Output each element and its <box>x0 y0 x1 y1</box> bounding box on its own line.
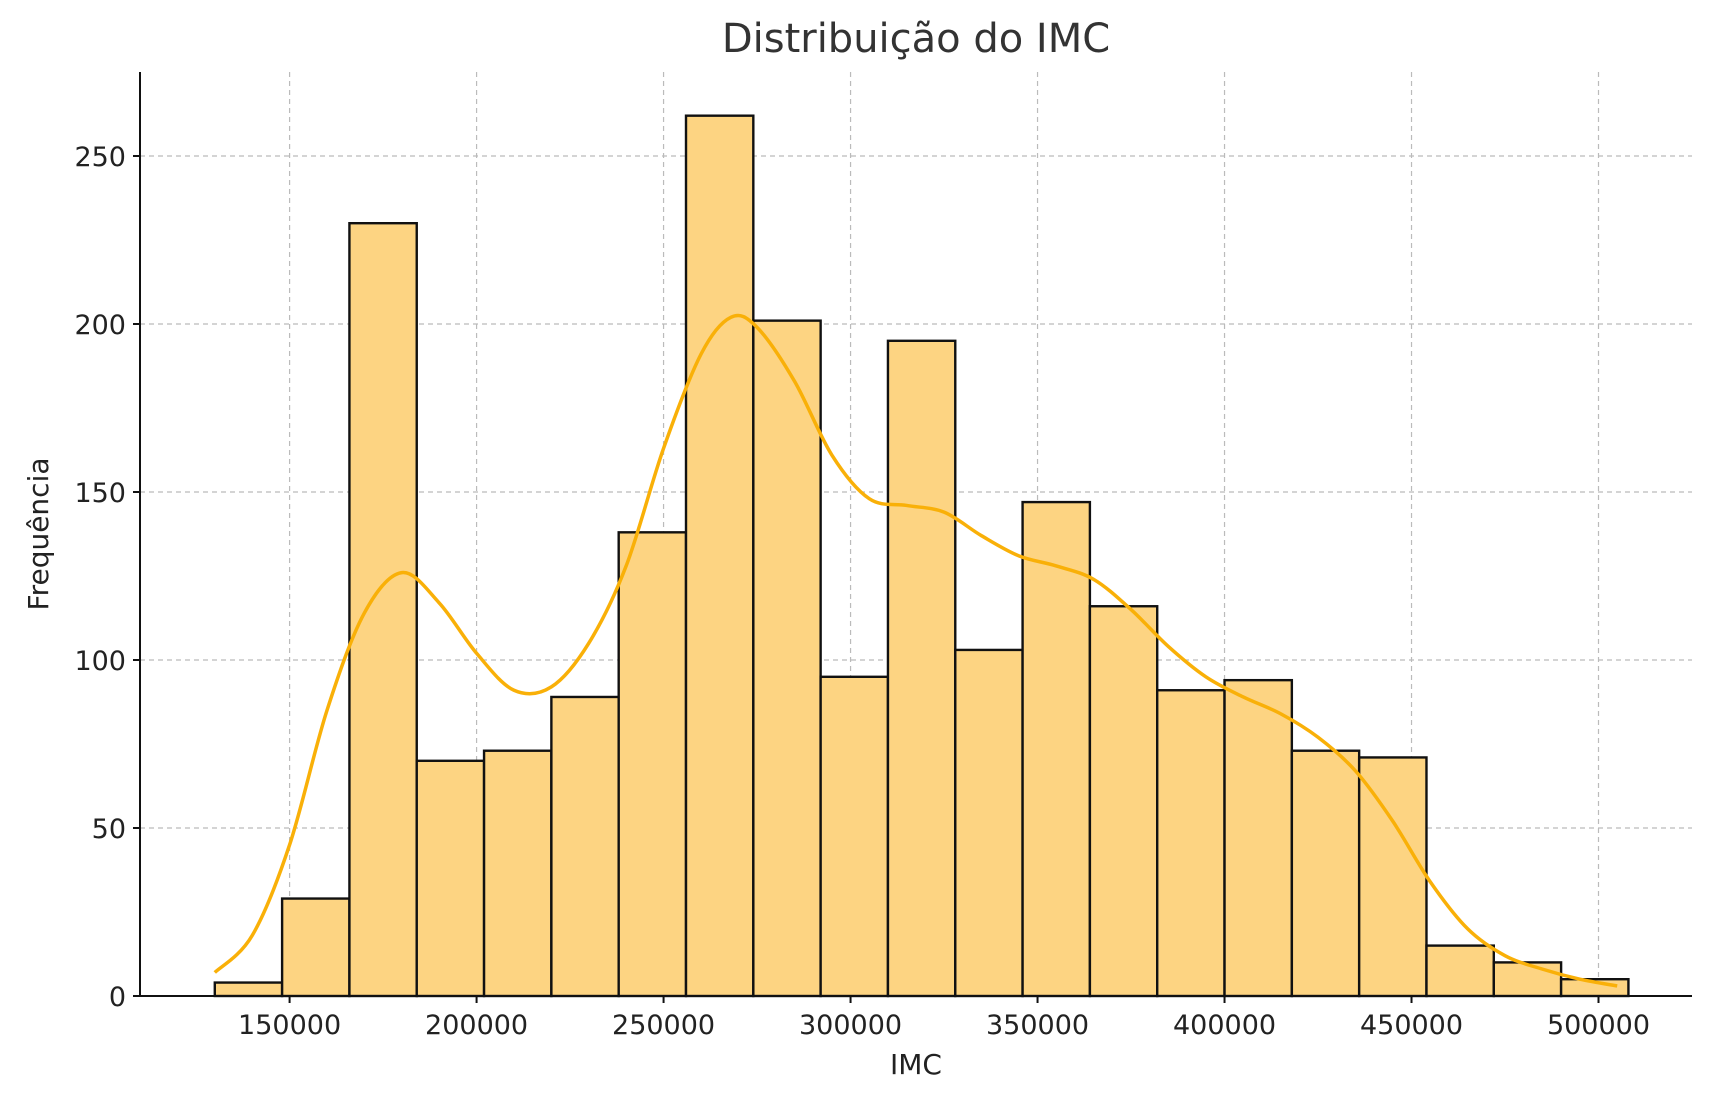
histogram-bar <box>617 531 688 998</box>
histogram-bar <box>1290 749 1361 998</box>
y-tick-label: 200 <box>74 310 126 341</box>
histogram-bar <box>550 695 620 998</box>
histogram-bar <box>819 675 890 998</box>
histogram-bar <box>348 221 418 998</box>
histogram-bar <box>482 749 553 998</box>
y-tick-label: 100 <box>74 646 126 677</box>
x-axis-title: IMC <box>890 1048 942 1081</box>
kde-curve-layer <box>213 313 1618 988</box>
histogram-bar <box>684 114 755 998</box>
histogram-bar <box>1088 605 1159 998</box>
x-tick-label: 150000 <box>238 1010 341 1041</box>
y-ticks: 0 50 100 150 200 250 <box>74 142 140 1013</box>
y-tick-label: 250 <box>74 142 126 173</box>
histogram-bar <box>954 648 1024 998</box>
histogram-bar <box>1021 500 1092 998</box>
histogram-bars <box>213 114 1630 998</box>
x-tick-label: 400000 <box>1173 1010 1276 1041</box>
histogram-bar <box>213 981 284 998</box>
histogram-bar <box>1492 961 1563 998</box>
histogram-bar <box>1156 689 1226 998</box>
x-tick-label: 450000 <box>1360 1010 1463 1041</box>
chart-title: Distribuição do IMC <box>722 16 1110 62</box>
x-tick-label: 200000 <box>425 1010 528 1041</box>
y-tick-label: 150 <box>74 478 126 509</box>
x-tick-label: 350000 <box>986 1010 1089 1041</box>
x-tick-label: 500000 <box>1547 1010 1650 1041</box>
x-tick-label: 300000 <box>799 1010 902 1041</box>
kde-line <box>213 313 1618 988</box>
histogram-bar <box>1425 944 1495 998</box>
y-axis-title: Frequência <box>22 457 55 610</box>
y-tick-label: 0 <box>109 982 126 1013</box>
axes <box>139 72 1692 997</box>
y-tick-label: 50 <box>92 814 126 845</box>
x-ticks: 150000 200000 250000 300000 350000 400000 4500… <box>238 996 1650 1041</box>
histogram-bar <box>280 897 351 998</box>
histogram-bar <box>752 319 822 998</box>
x-tick-label: 250000 <box>612 1010 715 1041</box>
histogram-bar <box>886 339 957 998</box>
histogram-bar <box>1223 678 1294 998</box>
histogram-bar <box>415 759 486 998</box>
histogram-bar <box>1357 756 1428 998</box>
